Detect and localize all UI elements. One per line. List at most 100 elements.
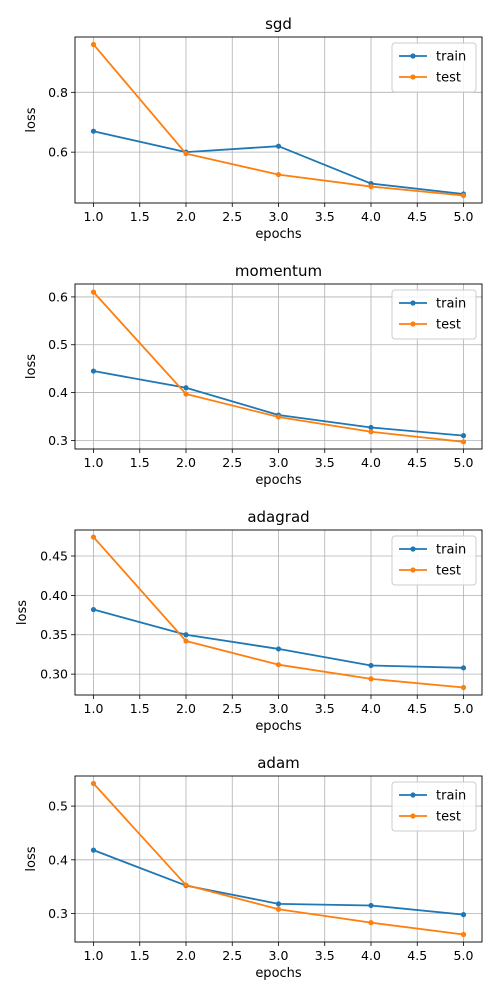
y-tick-label: 0.40: [40, 588, 68, 603]
legend: train test: [391, 781, 477, 832]
y-axis-label: loss: [24, 354, 39, 379]
x-tick-label: 1.0: [84, 455, 104, 470]
legend: train test: [391, 289, 477, 340]
x-tick-label: 2.0: [176, 455, 196, 470]
data-point-test: [183, 638, 189, 644]
chart-panel-1: 1.0 1.5 2.0 2.5 3.0 3.5 4.0 4.5 5.0 0.3 0.4 0.5 0.6 m…: [24, 262, 483, 488]
x-tick-label: 1.0: [84, 701, 104, 716]
x-tick-label: 2.5: [222, 455, 242, 470]
legend-label-train: train: [436, 543, 466, 558]
x-tick-label: 4.5: [407, 701, 427, 716]
x-axis-label: epochs: [255, 966, 302, 981]
data-point-test: [275, 906, 282, 912]
x-tick-label: 5.0: [454, 455, 474, 470]
x-tick-label: 4.5: [407, 455, 427, 470]
x-tick-label: 5.0: [454, 701, 474, 716]
chart-panel-2: 1.0 1.5 2.0 2.5 3.0 3.5 4.0 4.5 5.0 0.30 0.35 0.40 0…: [15, 508, 483, 734]
x-tick-label: 1.5: [130, 948, 150, 963]
data-point-test: [460, 684, 467, 691]
y-axis-label: loss: [24, 107, 39, 132]
data-point-train: [90, 128, 97, 134]
y-tick-label: 0.5: [48, 337, 68, 352]
data-point-test: [275, 414, 282, 420]
x-tick-label: 4.5: [407, 948, 427, 963]
x-tick-label: 1.5: [130, 455, 150, 470]
data-point-test: [90, 534, 97, 540]
x-tick-label: 4.0: [361, 209, 381, 224]
data-point-train: [90, 847, 97, 853]
y-tick-label: 0.3: [48, 906, 68, 921]
x-tick-label: 3.0: [269, 209, 289, 224]
data-point-train: [275, 901, 282, 907]
x-tick-label: 3.5: [315, 455, 335, 470]
data-point-train: [368, 902, 374, 909]
axes-frame: [74, 775, 483, 943]
x-tick-label: 1.0: [84, 948, 104, 963]
y-tick-label: 0.4: [48, 852, 68, 867]
y-tick-label: 0.6: [48, 289, 68, 304]
data-point-test: [90, 289, 97, 295]
x-tick-label: 1.0: [84, 209, 104, 224]
x-tick-label: 5.0: [454, 209, 474, 224]
x-tick-label: 4.0: [361, 701, 381, 716]
data-point-test: [368, 429, 374, 435]
y-tick-label: 0.5: [48, 799, 68, 814]
data-point-test: [368, 920, 374, 926]
chart-title: sgd: [265, 15, 292, 33]
data-point-train: [460, 665, 467, 671]
x-axis-label: epochs: [255, 719, 302, 734]
x-tick-label: 5.0: [454, 948, 474, 963]
data-point-train: [460, 912, 467, 918]
axes-frame: [74, 529, 483, 696]
x-tick-label: 1.5: [130, 209, 150, 224]
x-tick-label: 2.0: [176, 948, 196, 963]
data-point-test: [90, 780, 97, 787]
legend-marker-train: [410, 792, 416, 798]
x-tick-label: 2.5: [222, 209, 242, 224]
y-tick-label: 0.3: [48, 433, 68, 448]
y-tick-label: 0.30: [40, 667, 68, 682]
x-axis-label: epochs: [255, 473, 302, 488]
x-tick-label: 3.0: [269, 455, 289, 470]
legend-marker-test: [410, 321, 416, 327]
legend: train test: [391, 535, 477, 586]
legend-marker-train: [410, 546, 416, 552]
legend: train test: [391, 42, 477, 93]
axes-frame: [74, 283, 483, 450]
data-point-train: [368, 424, 374, 431]
x-tick-label: 4.5: [407, 209, 427, 224]
x-tick-label: 3.0: [269, 701, 289, 716]
legend-marker-test: [410, 74, 416, 80]
x-tick-label: 3.5: [315, 209, 335, 224]
legend-label-train: train: [436, 50, 466, 65]
chart-title: adagrad: [247, 508, 309, 526]
data-point-test: [275, 662, 282, 668]
legend-marker-train: [410, 53, 416, 59]
x-tick-label: 3.0: [269, 948, 289, 963]
data-point-test: [460, 192, 467, 199]
legend-label-test: test: [436, 564, 461, 579]
data-point-test: [460, 931, 467, 938]
data-point-train: [90, 368, 97, 374]
data-point-test: [183, 151, 189, 157]
chart-title: adam: [257, 754, 300, 772]
x-tick-label: 4.0: [361, 948, 381, 963]
x-tick-label: 1.5: [130, 701, 150, 716]
data-point-train: [275, 143, 282, 149]
legend-label-test: test: [436, 318, 461, 333]
legend-label-train: train: [436, 789, 466, 804]
data-point-test: [275, 171, 282, 178]
data-point-train: [460, 433, 467, 439]
data-point-train: [368, 662, 374, 669]
data-point-test: [460, 439, 467, 445]
x-tick-label: 3.5: [315, 948, 335, 963]
legend-marker-test: [410, 567, 416, 573]
legend-marker-train: [410, 300, 416, 306]
x-tick-label: 2.5: [222, 701, 242, 716]
data-point-test: [183, 391, 189, 397]
x-tick-label: 2.5: [222, 948, 242, 963]
x-tick-label: 3.5: [315, 701, 335, 716]
y-tick-label: 0.6: [48, 145, 68, 160]
y-axis-label: loss: [24, 846, 39, 871]
